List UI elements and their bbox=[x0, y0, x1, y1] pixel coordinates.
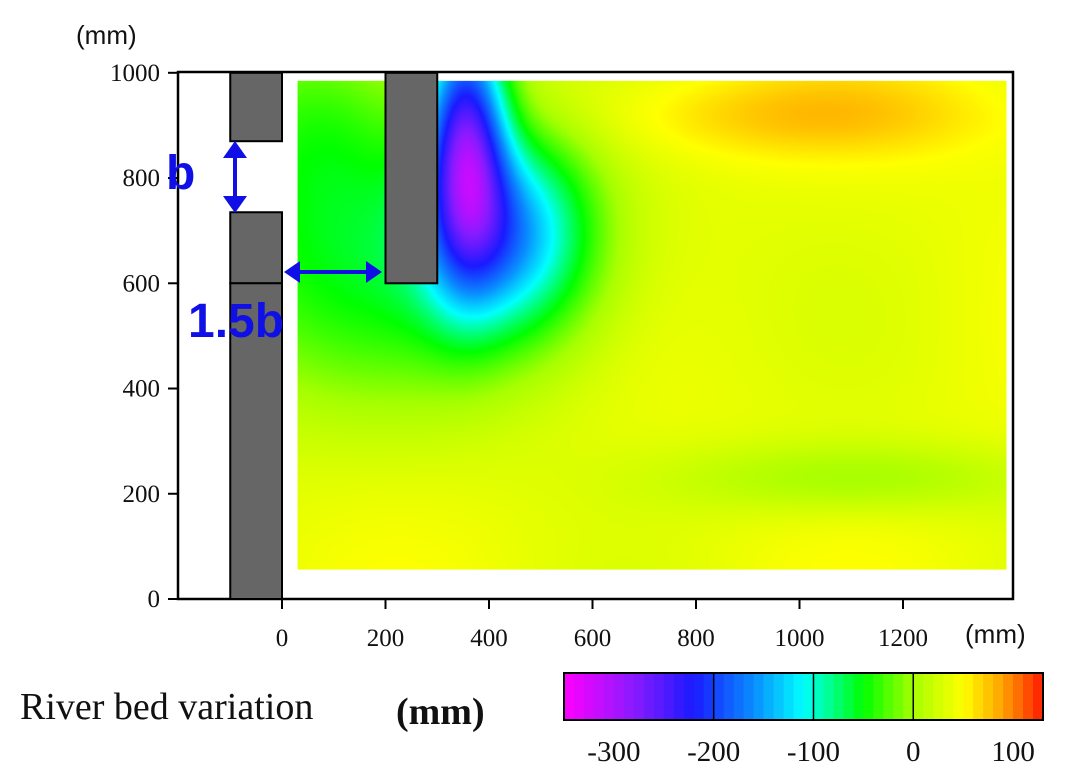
colorbar-swatch bbox=[783, 673, 795, 720]
structure-groyne bbox=[384, 71, 439, 285]
colorbar-swatch bbox=[863, 673, 874, 720]
colorbar-swatch bbox=[903, 673, 914, 720]
colorbar-swatch bbox=[853, 673, 864, 720]
colorbar-swatch bbox=[923, 673, 934, 720]
colorbar-swatch bbox=[1023, 673, 1034, 720]
colorbar-swatch bbox=[1013, 673, 1024, 720]
structure-wall-top bbox=[229, 71, 283, 143]
colorbar-swatch bbox=[723, 673, 735, 720]
x-tick-label: 200 bbox=[367, 625, 405, 652]
colorbar-tick-label: -200 bbox=[687, 736, 740, 768]
colorbar-swatch bbox=[823, 673, 835, 720]
x-axis-unit-label: (mm) bbox=[965, 619, 1026, 649]
colorbar-swatch bbox=[973, 673, 984, 720]
y-tick-label: 200 bbox=[123, 481, 161, 508]
colorbar-swatch bbox=[573, 673, 585, 720]
colorbar-swatch bbox=[564, 673, 575, 720]
x-tick-label: 1000 bbox=[775, 625, 825, 652]
annotation-1-5b: 1.5b bbox=[188, 261, 382, 348]
colorbar: River bed variation (mm) -300 -200 -100 0 10… bbox=[20, 672, 1044, 768]
colorbar-swatch bbox=[883, 673, 894, 720]
y-axis-unit-label: (mm) bbox=[76, 20, 137, 50]
colorbar-tick-label: 0 bbox=[906, 736, 921, 768]
colorbar-swatch bbox=[793, 673, 805, 720]
colorbar-frame bbox=[563, 672, 1044, 721]
colorbar-swatch bbox=[623, 673, 635, 720]
colorbar-swatch bbox=[743, 673, 755, 720]
distance-arrow-head-right-icon bbox=[366, 261, 382, 283]
colorbar-swatch bbox=[593, 673, 605, 720]
colorbar-swatch bbox=[633, 673, 645, 720]
structures-layer bbox=[229, 71, 439, 600]
opening-arrow-head-up-icon bbox=[223, 141, 247, 158]
opening-arrow-head-down-icon bbox=[223, 196, 247, 213]
colorbar-swatch bbox=[713, 673, 725, 720]
colorbar-swatch bbox=[963, 673, 974, 720]
colorbar-title: River bed variation bbox=[20, 686, 313, 728]
structure-wall-bottom bbox=[229, 282, 283, 600]
colorbar-swatch bbox=[643, 673, 655, 720]
x-tick-label: 1200 bbox=[878, 625, 928, 652]
colorbar-swatch bbox=[833, 673, 845, 720]
y-tick-label: 0 bbox=[148, 586, 161, 613]
x-tick-label: 600 bbox=[574, 625, 612, 652]
x-tick-label: 0 bbox=[276, 625, 289, 652]
colorbar-swatch bbox=[983, 673, 994, 720]
colorbar-swatch bbox=[773, 673, 785, 720]
x-tick-label: 800 bbox=[677, 625, 715, 652]
colorbar-tick-label: -300 bbox=[587, 736, 640, 768]
colorbar-swatch bbox=[683, 673, 695, 720]
annotation-b: b bbox=[166, 141, 247, 213]
colorbar-swatch bbox=[803, 673, 815, 720]
colorbar-swatch bbox=[913, 673, 924, 720]
colorbar-swatch bbox=[943, 673, 954, 720]
colorbar-swatch bbox=[843, 673, 854, 720]
axes-layer: 0 200 400 600 800 1000 1200 0 200 400 600 800 1000 bbox=[110, 60, 928, 652]
y-tick-label: 1000 bbox=[110, 60, 160, 87]
colorbar-swatch bbox=[993, 673, 1004, 720]
y-tick-label: 800 bbox=[123, 165, 161, 192]
distance-arrow-head-left-icon bbox=[284, 261, 300, 283]
colorbar-tick-label: 100 bbox=[991, 736, 1035, 768]
colorbar-swatch bbox=[813, 673, 825, 720]
annotation-b-label: b bbox=[166, 147, 195, 200]
colorbar-swatch bbox=[753, 673, 765, 720]
colorbar-swatch bbox=[893, 673, 904, 720]
colorbar-swatch bbox=[583, 673, 595, 720]
colorbar-swatch bbox=[763, 673, 775, 720]
annotation-1-5b-label: 1.5b bbox=[188, 295, 284, 348]
colorbar-swatch bbox=[733, 673, 745, 720]
colorbar-swatch bbox=[1003, 673, 1014, 720]
y-tick-label: 600 bbox=[123, 270, 161, 297]
colorbar-swatch bbox=[673, 673, 685, 720]
colorbar-swatch bbox=[933, 673, 944, 720]
colorbar-unit: (mm) bbox=[396, 691, 485, 733]
colorbar-swatch bbox=[693, 673, 705, 720]
colorbar-tick-label: -100 bbox=[787, 736, 840, 768]
colorbar-swatch bbox=[653, 673, 665, 720]
colorbar-swatch bbox=[663, 673, 675, 720]
colorbar-swatch bbox=[603, 673, 615, 720]
colorbar-swatch bbox=[703, 673, 715, 720]
y-tick-label: 400 bbox=[123, 376, 161, 403]
colorbar-swatch bbox=[873, 673, 884, 720]
structure-wall-middle bbox=[229, 211, 283, 285]
x-tick-label: 400 bbox=[470, 625, 508, 652]
colorbar-swatch bbox=[1033, 673, 1044, 720]
colorbar-swatch bbox=[613, 673, 625, 720]
colorbar-swatch bbox=[953, 673, 964, 720]
